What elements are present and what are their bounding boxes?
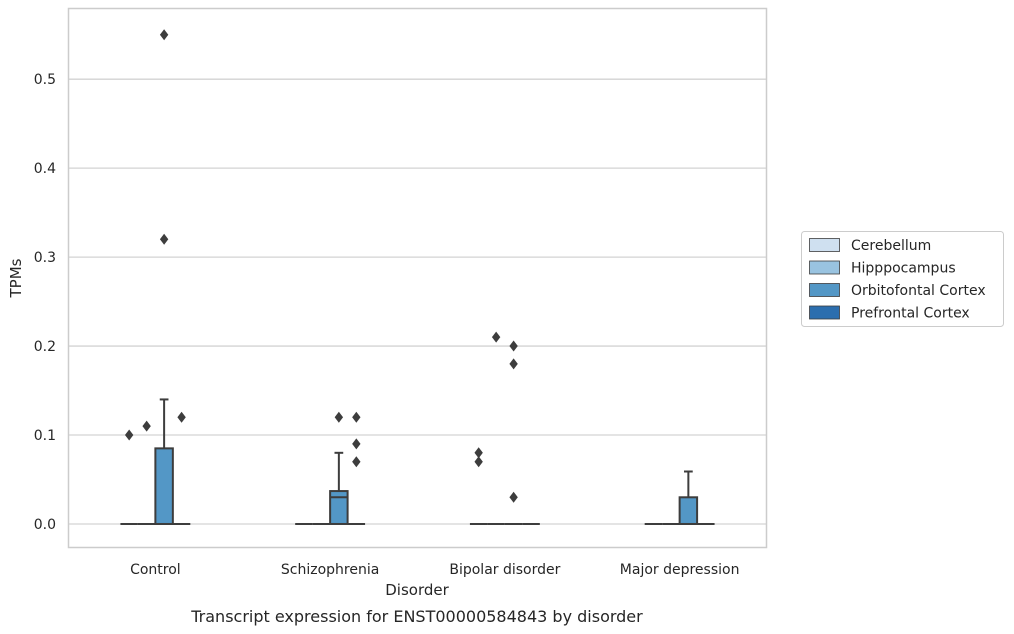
outlier-point — [509, 491, 518, 503]
outlier-point — [159, 233, 169, 245]
chart-caption: Transcript expression for ENST0000058484… — [190, 607, 643, 626]
legend-swatch — [809, 305, 840, 320]
legend-label: Cerebellum — [851, 238, 931, 254]
x-axis-label: Disorder — [385, 581, 449, 599]
outlier-point — [177, 411, 186, 423]
y-tick-label: 0.3 — [34, 250, 56, 266]
box-plots — [120, 398, 715, 525]
box — [154, 447, 174, 525]
x-tick-labels: Control Schizophrenia Bipolar disorder Majo… — [130, 562, 739, 578]
outlier-point — [509, 340, 518, 352]
outlier-point — [334, 411, 344, 423]
outlier-point — [491, 331, 501, 343]
y-tick-label: 0.0 — [34, 517, 56, 533]
y-tick-label: 0.2 — [34, 339, 56, 355]
legend-label: Hipppocampus — [851, 261, 956, 277]
legend-swatch — [809, 238, 840, 252]
x-tick-label: Schizophrenia — [281, 562, 379, 578]
y-tick-label: 0.4 — [34, 161, 56, 177]
legend-swatch — [809, 283, 840, 297]
plot-frame — [67, 7, 768, 549]
box — [329, 490, 349, 525]
outlier-point — [509, 358, 518, 370]
outlier-point — [474, 447, 483, 459]
y-tick-labels: 0.0 0.1 0.2 0.3 0.4 0.5 — [34, 72, 56, 533]
legend-label: Orbitofontal Cortex — [851, 283, 986, 299]
outlier-points — [124, 29, 518, 503]
legend-label: Prefrontal Cortex — [851, 306, 970, 322]
x-tick-label: Control — [130, 562, 181, 578]
y-tick-label: 0.1 — [34, 428, 56, 444]
y-tick-label: 0.5 — [34, 72, 56, 88]
legend-swatch — [809, 260, 840, 275]
legend: Cerebellum Hipppocampus Orbitofontal Corte… — [801, 231, 1004, 327]
outlier-point — [474, 456, 483, 468]
outlier-point — [159, 29, 169, 41]
x-tick-label: Major depression — [620, 562, 740, 578]
x-tick-label: Bipolar disorder — [449, 562, 560, 578]
outlier-point — [352, 411, 361, 423]
outlier-point — [142, 420, 151, 432]
legend-frame — [801, 231, 1004, 327]
outlier-point — [352, 438, 361, 450]
outlier-point — [124, 429, 134, 441]
y-axis-label: TPMs — [7, 258, 25, 298]
outlier-point — [352, 456, 361, 468]
box — [678, 496, 699, 525]
